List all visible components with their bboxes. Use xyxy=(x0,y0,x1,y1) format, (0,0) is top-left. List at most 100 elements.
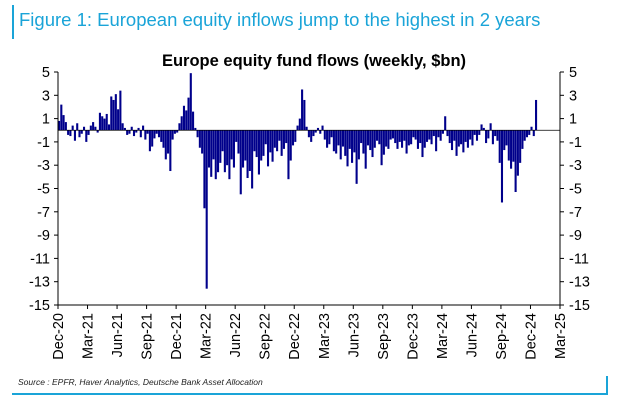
bar xyxy=(460,130,463,145)
bar xyxy=(239,130,242,195)
x-tick-label: Mar-25 xyxy=(553,313,569,359)
bar xyxy=(310,130,313,142)
bottom-rule xyxy=(12,393,608,395)
bar xyxy=(162,130,165,148)
bar xyxy=(155,130,158,134)
bar xyxy=(466,130,469,148)
x-tick-label: Dec-21 xyxy=(169,313,185,360)
x-tick-label: Jun-22 xyxy=(228,313,244,357)
bar xyxy=(510,130,513,169)
bar xyxy=(430,130,433,145)
bar xyxy=(169,130,172,172)
bar xyxy=(294,130,297,142)
y-tick-label-left: -9 xyxy=(37,228,50,244)
bar xyxy=(491,130,494,145)
bar xyxy=(391,130,394,139)
bar xyxy=(264,130,267,145)
bar xyxy=(171,130,174,140)
bar xyxy=(241,130,245,168)
bar xyxy=(246,130,249,179)
bar xyxy=(196,130,199,138)
bar xyxy=(285,130,288,144)
x-tick-label: Sep-21 xyxy=(140,313,156,360)
y-tick-label-right: 1 xyxy=(569,112,577,128)
y-tick-label-left: -11 xyxy=(30,251,50,267)
bar xyxy=(385,130,388,147)
x-tick-label: Jun-24 xyxy=(464,313,480,357)
bar xyxy=(471,130,474,146)
bar xyxy=(192,111,195,131)
bar xyxy=(332,130,335,152)
bar xyxy=(401,130,404,148)
bar xyxy=(291,130,295,146)
bar xyxy=(296,125,299,131)
bar xyxy=(462,130,465,153)
bar xyxy=(437,130,440,138)
bar xyxy=(221,130,224,152)
bar xyxy=(137,127,140,131)
y-tick-label-left: 3 xyxy=(42,88,50,104)
bar xyxy=(525,130,529,138)
bar xyxy=(351,130,354,163)
x-tick-label: Dec-24 xyxy=(524,313,540,360)
bar xyxy=(207,130,211,168)
x-tick-label: Sep-24 xyxy=(494,313,510,360)
bar xyxy=(194,127,197,131)
bar xyxy=(230,130,233,160)
bar xyxy=(441,130,444,134)
bar xyxy=(87,130,90,135)
bar xyxy=(278,130,281,141)
bar xyxy=(105,113,108,131)
bar xyxy=(307,130,310,138)
bar xyxy=(376,130,379,141)
bar xyxy=(94,126,97,131)
x-tick-label: Sep-22 xyxy=(258,313,274,360)
y-tick-label-left: -5 xyxy=(37,182,50,198)
y-tick-label-right: 5 xyxy=(569,65,577,81)
bar xyxy=(173,130,176,134)
bar xyxy=(101,116,104,131)
bar xyxy=(148,130,151,152)
bar xyxy=(180,116,183,131)
x-tick-label: Mar-24 xyxy=(435,313,451,359)
bar xyxy=(330,130,333,138)
bar xyxy=(373,130,376,148)
bar xyxy=(164,130,167,160)
bar xyxy=(378,130,381,145)
bar xyxy=(312,130,315,137)
bar xyxy=(71,125,74,131)
bar xyxy=(464,130,467,142)
bar xyxy=(248,130,251,172)
bar xyxy=(210,130,213,177)
bar xyxy=(160,130,163,142)
bar xyxy=(323,130,326,140)
bar xyxy=(514,130,517,192)
y-tick-label-left: 1 xyxy=(42,112,50,128)
bar xyxy=(328,130,331,145)
y-tick-label-left: -13 xyxy=(29,275,50,291)
bar xyxy=(341,130,345,147)
bar xyxy=(348,130,351,149)
bar xyxy=(189,73,192,131)
bar xyxy=(182,105,186,131)
bar xyxy=(80,130,83,134)
bar xyxy=(498,130,501,163)
x-tick-label: Mar-21 xyxy=(81,313,97,359)
bar xyxy=(223,130,226,173)
bar xyxy=(428,130,431,140)
bar xyxy=(217,130,220,173)
bar xyxy=(362,130,365,154)
bar xyxy=(176,130,179,133)
x-tick-label: Jun-21 xyxy=(110,313,126,357)
bar xyxy=(226,130,229,166)
bar xyxy=(414,130,417,140)
bar xyxy=(355,130,358,184)
bar xyxy=(337,130,340,146)
bar xyxy=(244,130,247,161)
bar xyxy=(212,130,215,160)
bar xyxy=(201,130,204,154)
bar xyxy=(480,124,483,131)
bar xyxy=(269,130,272,153)
bar xyxy=(396,130,399,149)
bar xyxy=(305,126,308,131)
